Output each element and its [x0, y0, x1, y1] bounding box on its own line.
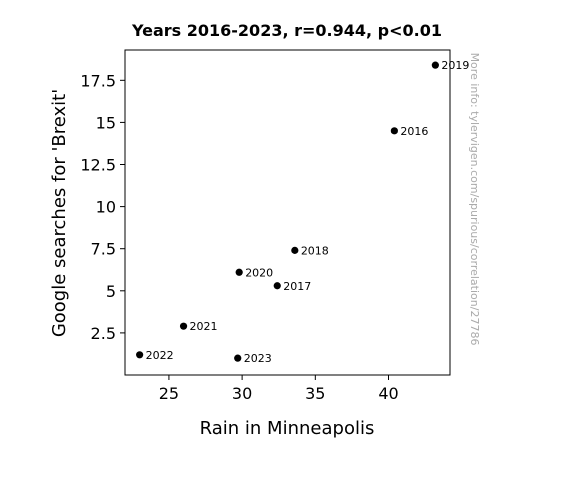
x-tick-label: 25 [159, 384, 179, 403]
scatter-point-2023 [234, 354, 242, 362]
point-label-2022: 2022 [146, 349, 174, 362]
point-label-2016: 2016 [400, 125, 428, 138]
watermark-text: More info: tylervigen.com/spurious/corre… [468, 53, 481, 346]
scatter-point-2018 [291, 246, 299, 254]
scatter-point-2020 [235, 268, 243, 276]
point-label-2019: 2019 [441, 59, 469, 72]
point-label-2020: 2020 [245, 266, 273, 279]
point-label-2023: 2023 [244, 352, 272, 365]
y-tick-label: 12.5 [80, 156, 116, 175]
scatter-point-2019 [431, 61, 439, 69]
y-axis-label: Google searches for 'Brexit' [49, 89, 70, 337]
y-tick-label: 5 [106, 282, 116, 301]
y-tick-label: 10 [96, 198, 116, 217]
point-label-2017: 2017 [283, 280, 311, 293]
y-tick-label: 17.5 [80, 71, 116, 90]
data-points: 2016 2017 2018 2019 2020 2021 2022 2023 [136, 59, 469, 365]
y-tick-label: 15 [96, 113, 116, 132]
scatter-point-2017 [273, 282, 281, 290]
y-tick-label: 2.5 [91, 324, 116, 343]
x-axis-label: Rain in Minneapolis [200, 418, 375, 439]
x-tick-label: 35 [305, 384, 325, 403]
chart-title: Years 2016-2023, r=0.944, p<0.01 [131, 21, 442, 40]
x-tick-label: 30 [232, 384, 252, 403]
x-tick-label: 40 [378, 384, 398, 403]
scatter-point-2021 [179, 322, 188, 330]
y-axis-ticks: 2.5 5 7.5 10 12.5 15 17.5 [80, 71, 125, 343]
plot-frame [124, 49, 451, 376]
scatter-point-2022 [136, 351, 144, 359]
scatter-point-2016 [390, 127, 398, 135]
point-label-2018: 2018 [301, 244, 329, 257]
y-tick-label: 7.5 [91, 240, 116, 259]
point-label-2021: 2021 [190, 320, 218, 333]
x-axis-ticks: 25 30 35 40 [159, 375, 399, 403]
